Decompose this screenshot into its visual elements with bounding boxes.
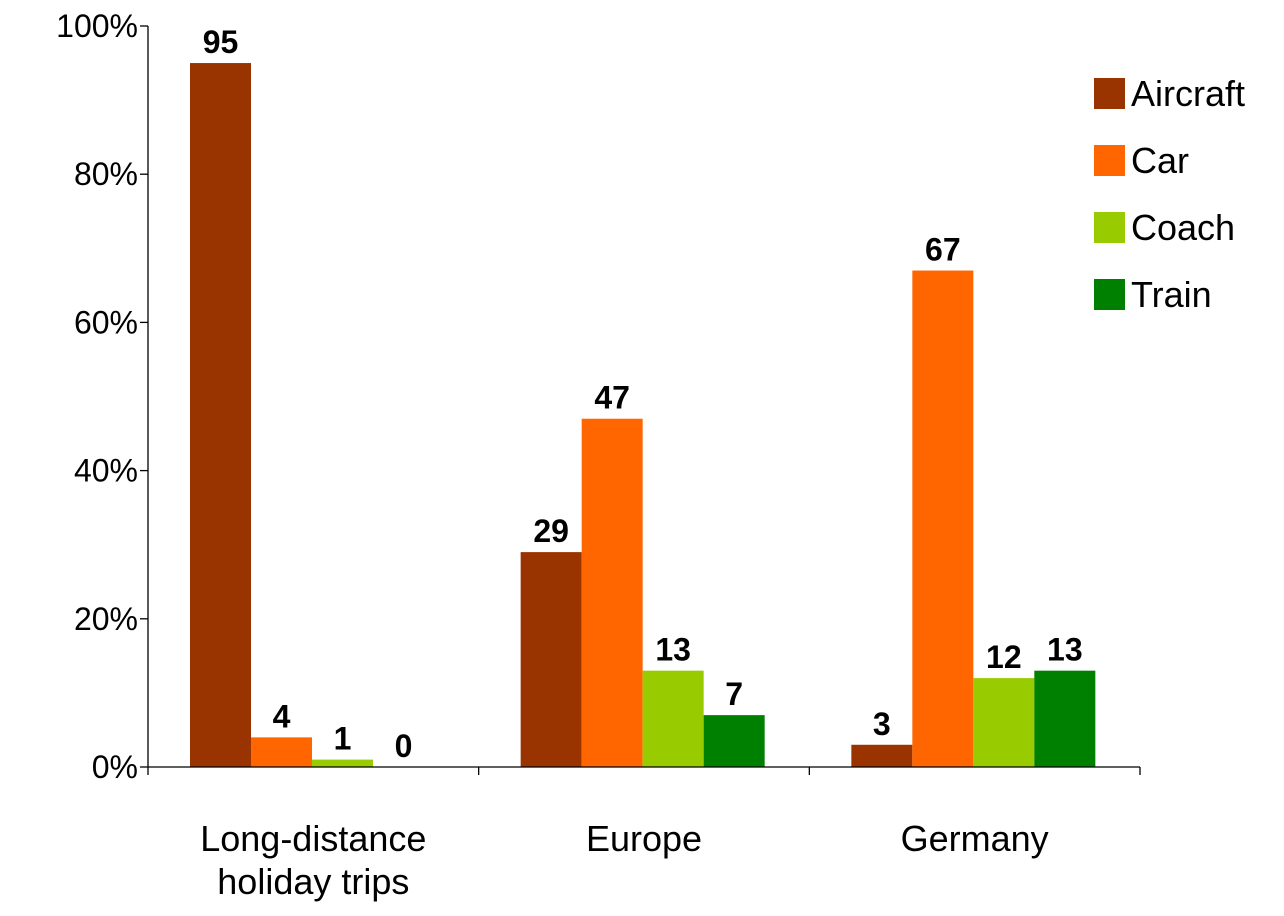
data-label-aircraft-0: 95 xyxy=(203,24,239,60)
data-label-coach-0: 1 xyxy=(334,721,352,757)
bar-coach-1 xyxy=(642,670,704,767)
bar-aircraft-2 xyxy=(851,744,913,767)
bar-car-0 xyxy=(251,737,312,767)
data-label-coach-2: 12 xyxy=(986,639,1022,675)
legend-label-aircraft: Aircraft xyxy=(1131,73,1245,114)
bar-aircraft-1 xyxy=(520,552,582,767)
data-label-car-1: 47 xyxy=(594,380,630,416)
data-labels-layer: 95 29 3 4 47 67 1 13 12 0 7 13 xyxy=(203,24,1083,764)
legend-label-coach: Coach xyxy=(1131,207,1235,248)
y-tick-label: 0% xyxy=(92,749,138,785)
data-label-train-1: 7 xyxy=(725,676,743,712)
data-label-train-0: 0 xyxy=(395,728,413,764)
legend-swatch-car xyxy=(1094,145,1125,176)
bar-coach-0 xyxy=(312,759,373,767)
bar-train-1 xyxy=(703,715,765,767)
category-label-1: Europe xyxy=(586,818,702,859)
y-tick-label: 60% xyxy=(74,304,138,340)
bar-aircraft-0 xyxy=(190,63,251,768)
legend: Aircraft Car Coach Train xyxy=(1094,73,1245,315)
y-tick-label: 20% xyxy=(74,601,138,637)
data-label-aircraft-1: 29 xyxy=(533,513,569,549)
legend-swatch-train xyxy=(1094,279,1125,310)
data-label-coach-1: 13 xyxy=(655,632,691,668)
axes-layer: 0% 20% 40% 60% 80% 100% Long-distance holiday t… xyxy=(56,8,1141,902)
legend-swatch-coach xyxy=(1094,212,1125,243)
data-label-train-2: 13 xyxy=(1047,632,1083,668)
bar-train-2 xyxy=(1034,670,1096,767)
data-label-aircraft-2: 3 xyxy=(873,706,891,742)
y-tick-label: 80% xyxy=(74,156,138,192)
legend-swatch-aircraft xyxy=(1094,78,1125,109)
legend-label-car: Car xyxy=(1131,140,1189,181)
legend-label-train: Train xyxy=(1131,274,1212,315)
bar-car-2 xyxy=(912,270,974,767)
bars-layer xyxy=(190,63,1096,768)
data-label-car-0: 4 xyxy=(273,698,291,734)
data-label-car-2: 67 xyxy=(925,232,961,268)
category-label-0: Long-distance holiday trips xyxy=(200,818,426,902)
y-tick-label: 40% xyxy=(74,453,138,489)
category-label-2: Germany xyxy=(901,818,1049,859)
bar-car-1 xyxy=(581,418,643,767)
y-tick-label: 100% xyxy=(56,8,138,44)
bar-coach-2 xyxy=(973,678,1035,767)
